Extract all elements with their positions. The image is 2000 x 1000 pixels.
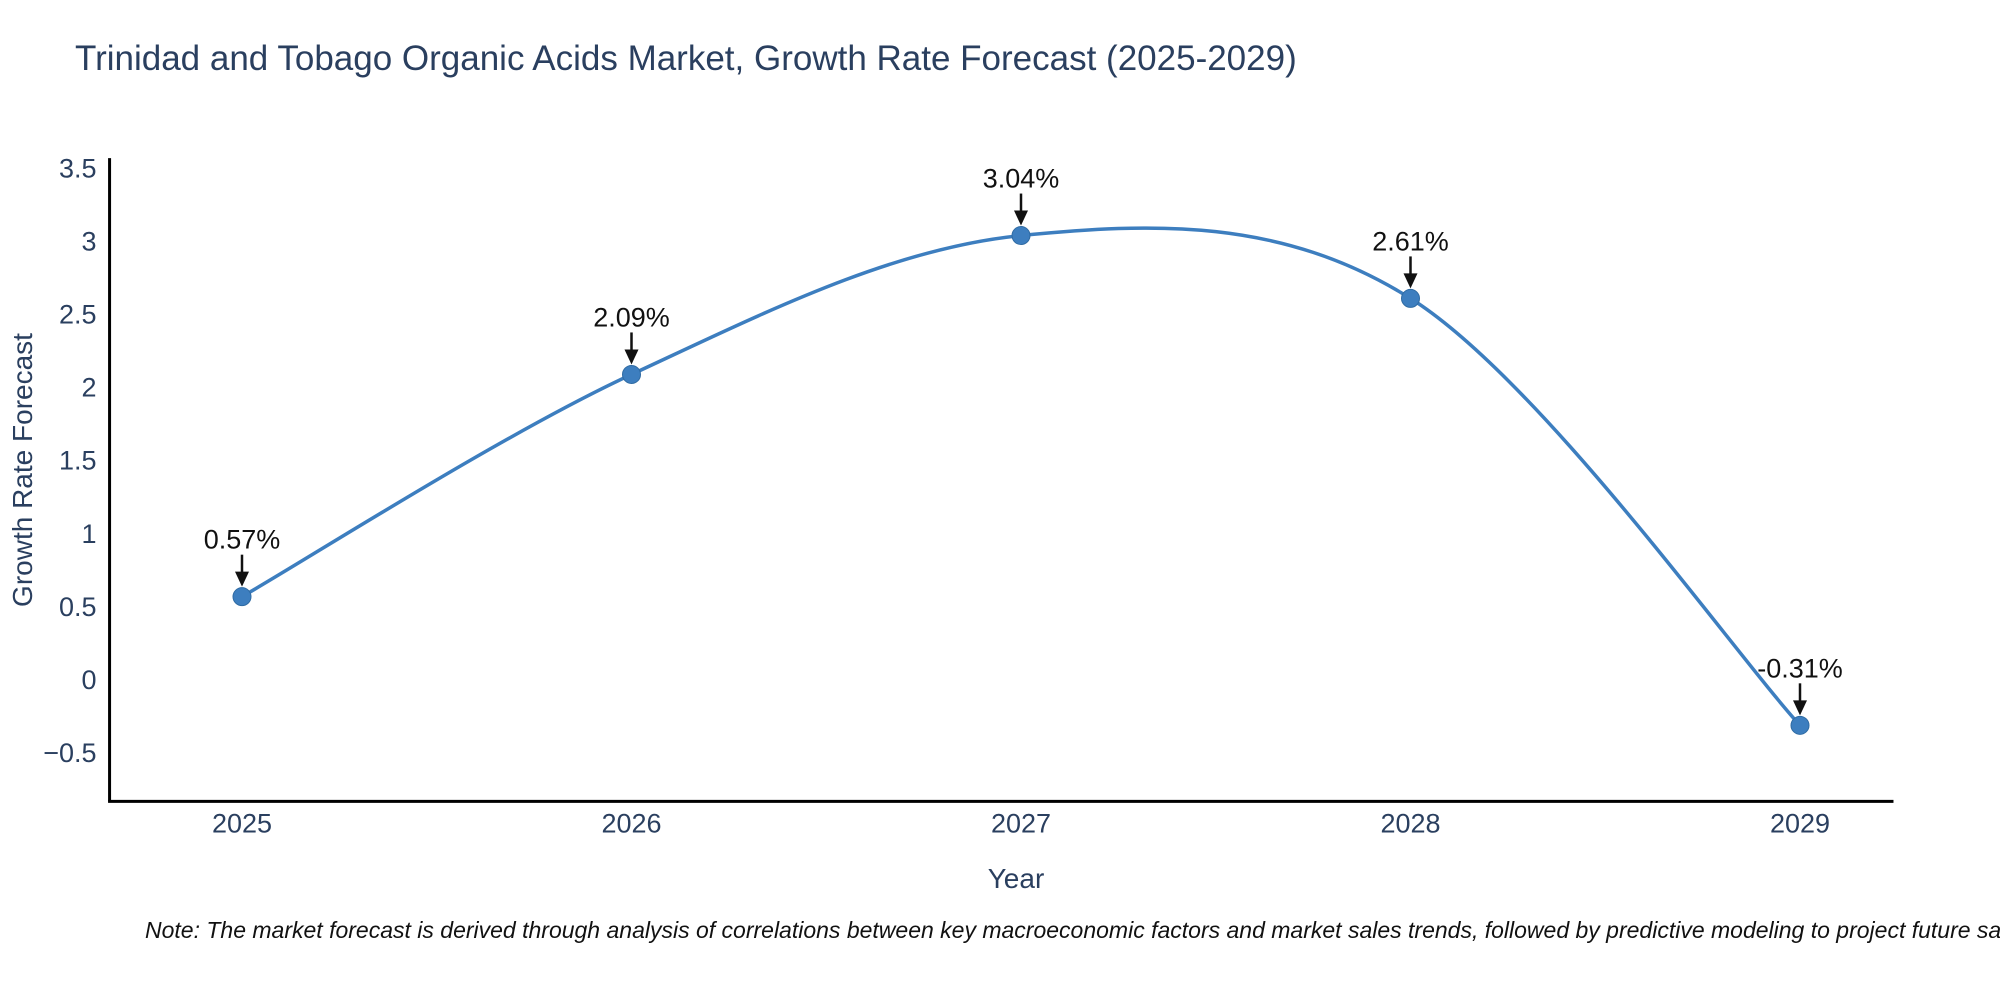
y-tick-label: 1 — [82, 519, 97, 549]
chart-title: Trinidad and Tobago Organic Acids Market… — [75, 39, 1297, 78]
series-group — [232, 226, 1810, 735]
data-point-marker — [1011, 226, 1031, 246]
y-tick-label: 0 — [82, 665, 97, 695]
y-tick-label: 3.5 — [59, 153, 97, 183]
annotations-group: 0.57% 2.09% 3.04% 2.61% -0.31% — [204, 164, 1843, 716]
growth-rate-line — [240, 226, 1802, 728]
y-tick-label: 2 — [82, 373, 97, 403]
data-point-marker — [1401, 288, 1420, 308]
y-tick-label: 3 — [82, 226, 97, 256]
x-tick-label: 2028 — [1380, 808, 1440, 838]
tick-labels-group: 3.5 3 2.5 2 1.5 1 0.5 0 −0.5 2025 2026 2027 2028 2029 — [43, 153, 1830, 838]
x-axis-title: Year — [988, 863, 1045, 894]
point-value-label: 0.57% — [204, 525, 281, 555]
point-value-label: -0.31% — [1757, 653, 1843, 683]
y-tick-label: 0.5 — [59, 592, 97, 622]
point-value-label: 2.09% — [593, 302, 670, 332]
axes-group — [108, 158, 1894, 803]
data-point-marker — [622, 364, 641, 384]
x-tick-label: 2029 — [1770, 808, 1830, 838]
data-point-marker — [232, 587, 252, 607]
y-axis-title: Growth Rate Forecast — [7, 333, 38, 607]
x-tick-label: 2025 — [212, 808, 272, 838]
annotation-arrowhead — [235, 571, 249, 587]
annotation-arrowhead — [1793, 700, 1807, 716]
y-tick-label: 1.5 — [59, 446, 97, 476]
footnote: Note: The market forecast is derived thr… — [145, 917, 2000, 943]
annotation-arrowhead — [1403, 273, 1418, 289]
y-tick-label: 2.5 — [59, 300, 97, 330]
y-tick-label: −0.5 — [43, 738, 96, 768]
point-value-label: 2.61% — [1372, 226, 1449, 256]
x-tick-label: 2026 — [601, 808, 661, 838]
data-point-marker — [1790, 715, 1810, 735]
annotation-arrowhead — [1014, 210, 1028, 226]
point-value-label: 3.04% — [983, 164, 1060, 194]
x-tick-label: 2027 — [991, 808, 1051, 838]
annotation-arrowhead — [624, 349, 639, 365]
